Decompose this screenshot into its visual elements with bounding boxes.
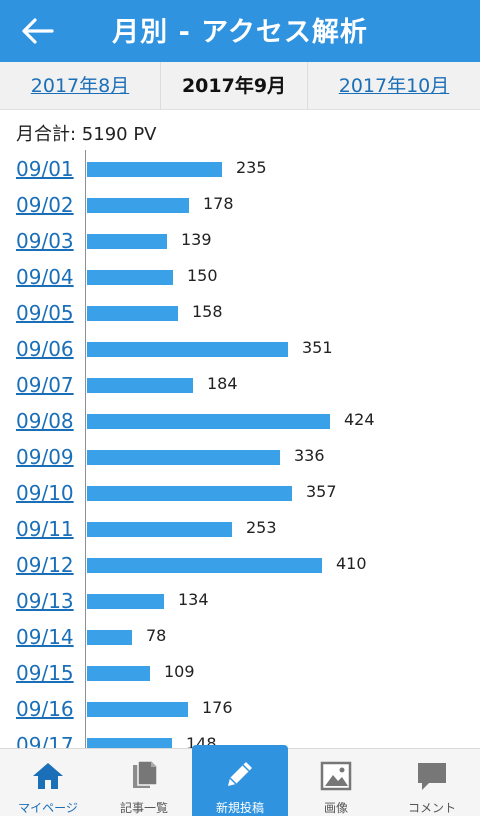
pv-bar <box>87 630 132 645</box>
page-title: 月別 - アクセス解析 <box>112 17 368 48</box>
pv-bar <box>87 234 167 249</box>
pv-bar <box>87 378 193 393</box>
pv-value-label: 410 <box>336 554 367 573</box>
date-link[interactable]: 09/04 <box>16 265 74 289</box>
tab-images-label: 画像 <box>323 801 348 815</box>
documents-icon <box>133 760 158 788</box>
pv-bar <box>87 450 280 465</box>
tab-new-post[interactable]: 新規投稿 <box>192 745 288 816</box>
chart-row: 09/05 158 <box>0 299 480 335</box>
pv-value-label: 139 <box>181 230 212 249</box>
chart-row: 09/16 176 <box>0 695 480 731</box>
pv-bar <box>87 486 292 501</box>
chart-row: 09/02 178 <box>0 191 480 227</box>
pv-value-label: 184 <box>207 374 238 393</box>
pv-value-label: 150 <box>187 266 218 285</box>
pv-value-label: 109 <box>164 662 195 681</box>
chart-row: 09/08 424 <box>0 407 480 443</box>
home-icon <box>33 763 63 789</box>
pv-value-label: 424 <box>344 410 375 429</box>
date-link[interactable]: 09/05 <box>16 301 74 325</box>
tab-images[interactable]: 画像 <box>288 749 384 816</box>
tab-mypage-label: マイページ <box>18 801 78 815</box>
tab-articles[interactable]: 記事一覧 <box>96 749 192 816</box>
chart-row: 09/10 357 <box>0 479 480 515</box>
chart-row: 09/14 78 <box>0 623 480 659</box>
current-month-label: 2017年9月 <box>160 62 308 110</box>
bottom-tab-bar: マイページ 記事一覧 新規投稿 画 <box>0 745 480 816</box>
chart-row: 09/11 253 <box>0 515 480 551</box>
pv-value-label: 351 <box>302 338 333 357</box>
pv-bar <box>87 666 150 681</box>
month-navigation: 2017年8月 2017年9月 2017年10月 <box>0 62 480 110</box>
pv-value-label: 253 <box>246 518 277 537</box>
date-link[interactable]: 09/16 <box>16 697 74 721</box>
pv-bar <box>87 306 178 321</box>
tab-comments[interactable]: コメント <box>384 749 480 816</box>
tab-mypage[interactable]: マイページ <box>0 749 96 816</box>
pv-bar <box>87 558 322 573</box>
tab-comments-label: コメント <box>407 801 456 815</box>
chart-row: 09/06 351 <box>0 335 480 371</box>
date-link[interactable]: 09/03 <box>16 229 74 253</box>
date-link[interactable]: 09/09 <box>16 445 74 469</box>
pv-value-label: 178 <box>203 194 234 213</box>
date-link[interactable]: 09/06 <box>16 337 74 361</box>
pv-bar <box>87 270 173 285</box>
chart-row: 09/04 150 <box>0 263 480 299</box>
chart-axis-line <box>85 150 86 750</box>
pv-bar <box>87 342 288 357</box>
chart-row: 09/12 410 <box>0 551 480 587</box>
pv-bar <box>87 198 189 213</box>
date-link[interactable]: 09/14 <box>16 625 74 649</box>
date-link[interactable]: 09/11 <box>16 517 74 541</box>
tab-articles-label: 記事一覧 <box>119 801 168 815</box>
pv-value-label: 336 <box>294 446 325 465</box>
pv-value-label: 176 <box>202 698 233 717</box>
pv-value-label: 134 <box>178 590 209 609</box>
pv-bar <box>87 414 330 429</box>
chart-row: 09/01 235 <box>0 155 480 191</box>
pv-bar <box>87 162 222 177</box>
chart-row: 09/13 134 <box>0 587 480 623</box>
date-link[interactable]: 09/01 <box>16 157 74 181</box>
pv-value-label: 158 <box>192 302 223 321</box>
date-link[interactable]: 09/12 <box>16 553 74 577</box>
date-link[interactable]: 09/08 <box>16 409 74 433</box>
pv-bar <box>87 594 164 609</box>
chart-row: 09/03 139 <box>0 227 480 263</box>
chart-row: 09/07 184 <box>0 371 480 407</box>
chart-row: 09/15 109 <box>0 659 480 695</box>
image-icon <box>320 761 352 791</box>
date-link[interactable]: 09/13 <box>16 589 74 613</box>
app-header: 月別 - アクセス解析 <box>0 0 480 62</box>
date-link[interactable]: 09/07 <box>16 373 74 397</box>
back-arrow-icon <box>22 18 54 44</box>
date-link[interactable]: 09/02 <box>16 193 74 217</box>
prev-month-link[interactable]: 2017年8月 <box>30 75 130 97</box>
tab-new-post-label: 新規投稿 <box>215 801 264 815</box>
pv-value-label: 235 <box>236 158 267 177</box>
date-link[interactable]: 09/10 <box>16 481 74 505</box>
chart-row: 09/09 336 <box>0 443 480 479</box>
pencil-icon <box>228 762 252 786</box>
monthly-total: 月合計: 5190 PV <box>16 124 157 145</box>
next-month-link[interactable]: 2017年10月 <box>338 75 450 97</box>
date-link[interactable]: 09/15 <box>16 661 74 685</box>
pv-bar <box>87 522 232 537</box>
pv-value-label: 357 <box>306 482 337 501</box>
pv-bar <box>87 702 188 717</box>
comment-icon <box>418 763 446 790</box>
pv-value-label: 78 <box>146 626 167 645</box>
back-button[interactable] <box>18 12 58 50</box>
